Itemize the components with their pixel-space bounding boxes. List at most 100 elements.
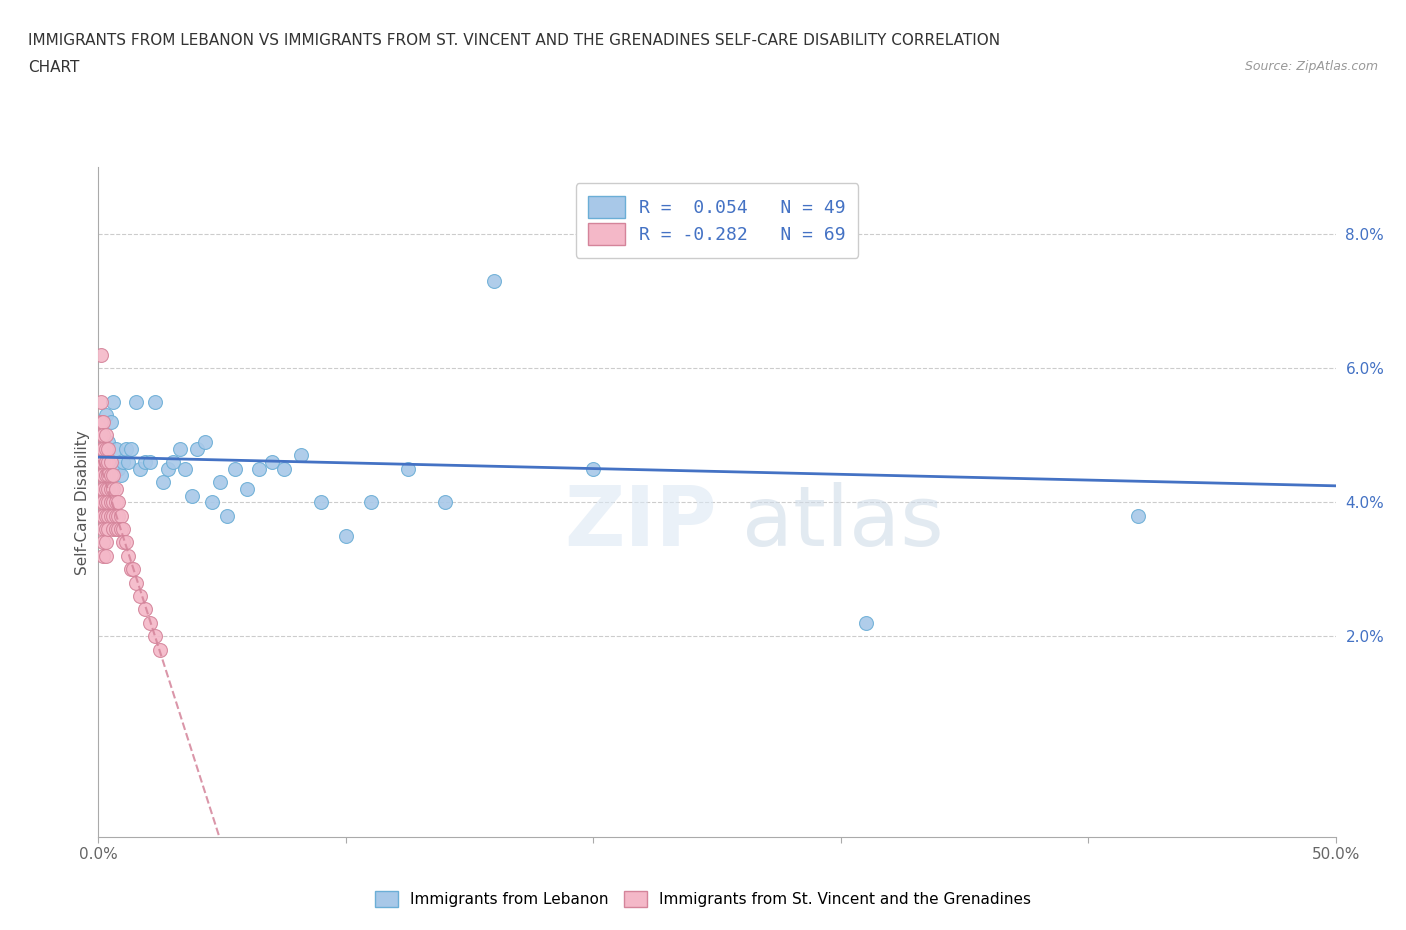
Point [90,508,112,523]
Point [90,428,112,443]
Point [93,468,115,483]
Point [247,461,270,476]
Point [484,273,506,288]
Point [93,549,115,564]
Point [90,455,112,470]
Point [124,575,146,590]
Point [114,535,136,550]
Point [94,495,117,510]
Text: IMMIGRANTS FROM LEBANON VS IMMIGRANTS FROM ST. VINCENT AND THE GRENADINES SELF-C: IMMIGRANTS FROM LEBANON VS IMMIGRANTS FR… [28,33,1000,47]
Point [90,468,112,483]
Point [162,455,184,470]
Point [224,461,246,476]
Point [94,535,117,550]
Point [201,495,224,510]
Point [97,495,120,510]
Point [94,482,117,497]
Point [94,428,117,443]
Point [93,535,115,550]
Text: Source: ZipAtlas.com: Source: ZipAtlas.com [1244,60,1378,73]
Point [169,441,191,456]
Point [100,495,122,510]
Point [97,434,120,449]
Point [90,428,112,443]
Point [103,468,125,483]
Point [706,227,728,242]
Point [94,455,117,470]
Point [174,461,197,476]
Point [107,461,129,476]
Point [112,522,135,537]
Point [433,495,456,510]
Point [97,468,120,483]
Point [217,508,239,523]
Point [104,522,127,537]
Point [107,522,129,537]
Text: atlas: atlas [742,482,943,563]
Point [129,461,152,476]
Point [110,508,132,523]
Point [582,461,605,476]
Point [90,482,112,497]
Point [143,629,166,644]
Point [152,474,174,489]
Point [360,495,382,510]
Point [90,415,112,430]
Text: CHART: CHART [28,60,80,75]
Point [94,482,117,497]
Point [181,488,204,503]
Point [117,455,139,470]
Point [186,441,208,456]
Point [93,468,115,483]
Text: ZIP: ZIP [565,482,717,563]
Point [107,508,129,523]
Point [93,441,115,456]
Point [103,394,125,409]
Point [396,461,419,476]
Point [129,589,152,604]
Point [236,482,259,497]
Legend: Immigrants from Lebanon, Immigrants from St. Vincent and the Grenadines: Immigrants from Lebanon, Immigrants from… [368,884,1038,913]
Point [97,482,120,497]
Point [103,522,125,537]
Point [93,415,115,430]
Point [100,508,122,523]
Point [100,415,122,430]
Point [94,549,117,564]
Point [290,448,312,463]
Point [335,528,357,543]
Point [156,461,179,476]
Point [260,455,283,470]
Point [94,407,117,422]
Point [97,441,120,456]
Point [97,455,120,470]
Point [93,508,115,523]
Point [1126,508,1149,523]
Point [139,616,162,631]
Point [120,441,142,456]
Point [100,455,122,470]
Point [103,508,125,523]
Point [112,535,135,550]
Point [90,495,112,510]
Point [93,495,115,510]
Point [104,495,127,510]
Point [143,394,166,409]
Point [100,468,122,483]
Point [112,455,135,470]
Point [208,474,231,489]
Point [90,394,112,409]
Point [103,482,125,497]
Point [114,441,136,456]
Legend: R =  0.054   N = 49, R = -0.282   N = 69: R = 0.054 N = 49, R = -0.282 N = 69 [576,183,858,258]
Point [103,495,125,510]
Point [100,468,122,483]
Y-axis label: Self-Care Disability: Self-Care Disability [75,430,90,575]
Point [90,441,112,456]
Point [117,549,139,564]
Point [94,468,117,483]
Point [93,482,115,497]
Point [94,441,117,456]
Point [149,642,172,657]
Point [110,522,132,537]
